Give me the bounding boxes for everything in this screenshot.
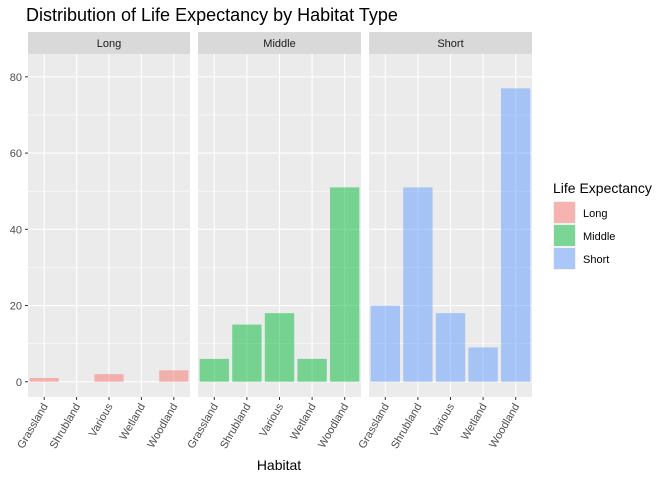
x-tick-label: Wetland — [459, 401, 489, 442]
bar-short-wetland — [468, 347, 498, 382]
legend-item-short: Short — [553, 247, 609, 270]
x-tick-label: Wetland — [118, 402, 148, 443]
y-tick-label: 20 — [10, 301, 22, 313]
x-tick-label: Various — [257, 401, 286, 439]
x-tick-label: Shrubland — [218, 402, 253, 451]
facet-strip-label: Long — [97, 38, 121, 50]
bar-short-shrubland — [403, 187, 433, 382]
legend-swatch — [554, 225, 575, 246]
x-tick-label: Grassland — [185, 402, 220, 451]
bar-long-various — [94, 374, 124, 382]
y-tick-label: 0 — [16, 377, 22, 389]
bar-short-various — [435, 313, 466, 382]
legend-label: Short — [583, 254, 609, 266]
x-tick-label: Woodland — [316, 402, 351, 451]
bar-middle-grassland — [199, 358, 229, 382]
x-tick-label: Various — [428, 401, 457, 439]
facet-strip — [28, 32, 190, 54]
x-tick-label: Various — [87, 401, 116, 439]
legend-swatch — [554, 248, 575, 269]
bar-middle-shrubland — [232, 324, 262, 382]
y-tick-label: 60 — [10, 148, 22, 160]
bar-long-woodland — [159, 370, 189, 382]
legend: Life Expectancy Long Middle Short — [553, 180, 652, 270]
legend-swatch — [554, 202, 575, 223]
x-tick-label: Grassland — [356, 402, 391, 451]
facet-strip — [198, 32, 361, 54]
facet-strip-label: Middle — [263, 38, 295, 50]
bar-short-woodland — [501, 88, 531, 382]
bar-middle-woodland — [330, 187, 360, 382]
legend-label: Middle — [583, 231, 615, 243]
legend-label: Long — [583, 208, 607, 220]
bar-long-grassland — [29, 377, 59, 382]
y-tick-label: 80 — [10, 72, 22, 84]
facet-strip — [369, 32, 532, 54]
x-axis-title: Habitat — [257, 457, 301, 473]
bar-middle-various — [264, 313, 295, 382]
facet-strip-label: Short — [437, 38, 463, 50]
y-tick-label: 40 — [10, 224, 22, 236]
legend-item-long: Long — [553, 201, 607, 224]
chart-title: Distribution of Life Expectancy by Habit… — [26, 5, 398, 25]
x-tick-label: Shrubland — [48, 402, 83, 451]
x-tick-label: Woodland — [487, 402, 522, 451]
x-tick-label: Woodland — [145, 402, 180, 451]
x-tick-label: Wetland — [288, 402, 318, 443]
legend-item-middle: Middle — [553, 224, 615, 247]
bar-short-grassland — [370, 305, 400, 382]
bar-middle-wetland — [297, 358, 327, 382]
x-tick-label: Grassland — [15, 402, 50, 451]
x-tick-label: Shrubland — [389, 402, 424, 451]
legend-title: Life Expectancy — [553, 180, 652, 196]
